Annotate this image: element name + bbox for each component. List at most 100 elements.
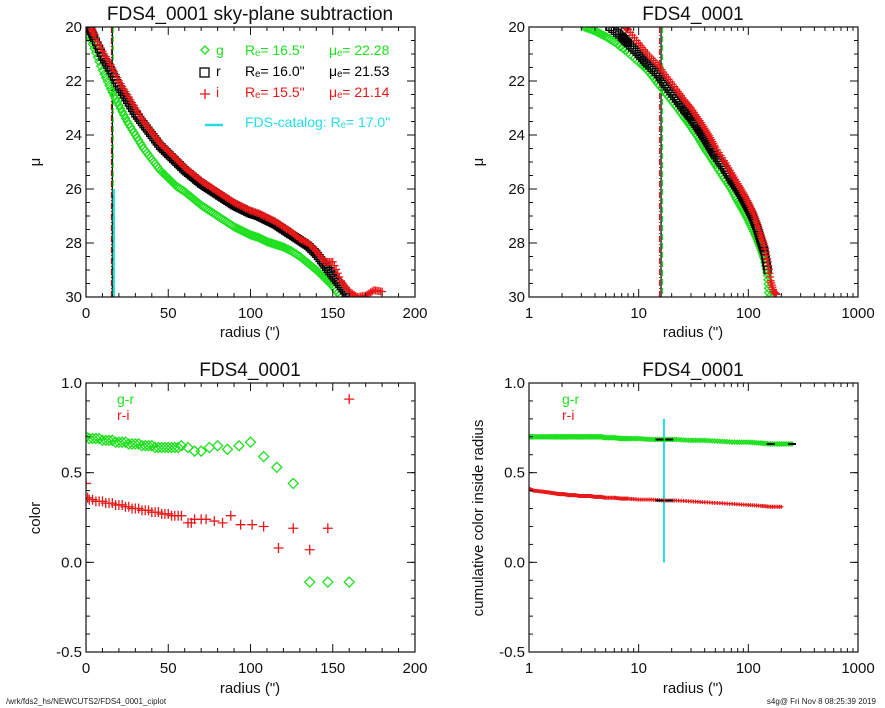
legend-band: r bbox=[216, 63, 221, 79]
plot-area bbox=[86, 27, 387, 297]
x-tick-label: 0 bbox=[82, 660, 90, 677]
y-tick-label: 22 bbox=[65, 73, 82, 90]
data-point-g bbox=[263, 237, 274, 248]
legend-mue: μₑ= 22.28 bbox=[329, 42, 390, 58]
legend-g-r: g-r bbox=[117, 391, 134, 407]
x-tick-label: 200 bbox=[402, 305, 427, 322]
data-point-g bbox=[266, 238, 277, 249]
data-point-i bbox=[709, 139, 718, 148]
data-point-g bbox=[268, 238, 279, 249]
data-point-g-r bbox=[244, 436, 257, 449]
legend-re: Rₑ= 15.5" bbox=[245, 84, 305, 100]
data-point-g bbox=[110, 93, 121, 104]
x-tick-label: 1 bbox=[525, 660, 533, 677]
data-point-i bbox=[747, 206, 756, 215]
data-point-g-r bbox=[257, 450, 270, 463]
data-point-i bbox=[747, 204, 756, 213]
data-point-g bbox=[250, 231, 261, 242]
data-point-g bbox=[112, 97, 123, 107]
chart-title: FDS4_0001 bbox=[642, 4, 743, 25]
data-point-r-i bbox=[235, 519, 246, 530]
data-point-i bbox=[328, 257, 337, 266]
data-point-g bbox=[120, 113, 131, 124]
legend-g-r: g-r bbox=[562, 391, 579, 407]
data-point-i bbox=[332, 265, 341, 274]
data-point-r-i bbox=[209, 516, 220, 527]
data-point-g-r bbox=[175, 439, 188, 452]
data-point-g-r bbox=[195, 445, 208, 458]
x-axis-label: radius (") bbox=[663, 324, 723, 341]
data-point-g-r bbox=[119, 436, 132, 449]
data-point-g bbox=[89, 43, 100, 54]
data-point-g-r bbox=[103, 434, 115, 447]
y-axis-label: μ bbox=[27, 158, 44, 167]
x-tick-label: 1000 bbox=[841, 305, 874, 322]
data-point-g-r bbox=[233, 439, 245, 452]
data-point-g bbox=[270, 239, 281, 250]
plot-frame bbox=[528, 26, 859, 298]
footer-timestamp: s4g@ Fri Nov 8 08:25:39 2019 bbox=[767, 697, 877, 706]
legend: g Rₑ= 16.5" μₑ= 22.28 r Rₑ= 16.0" μₑ= 21… bbox=[199, 42, 390, 130]
data-point-g-r bbox=[303, 576, 316, 588]
legend-re: Rₑ= 16.5" bbox=[245, 42, 305, 58]
x-tick-label: 50 bbox=[160, 660, 177, 677]
y-tick-label: 24 bbox=[65, 127, 82, 144]
data-point-g-r bbox=[106, 434, 119, 447]
x-tick-label: 100 bbox=[238, 660, 263, 677]
y-axis-label: color bbox=[27, 502, 44, 535]
data-point-g bbox=[273, 240, 284, 251]
diamond-symbol-icon bbox=[200, 45, 210, 55]
data-point-i bbox=[710, 141, 719, 150]
legend-mue: μₑ= 21.53 bbox=[329, 63, 390, 79]
y-tick-label: 20 bbox=[508, 19, 525, 36]
legend-band: i bbox=[216, 84, 219, 100]
series-g bbox=[86, 27, 346, 297]
data-point-g bbox=[107, 87, 118, 98]
data-point-i bbox=[746, 202, 755, 211]
data-point-r-i bbox=[258, 521, 269, 532]
data-point-g-r bbox=[287, 477, 300, 490]
data-point-g bbox=[262, 236, 272, 247]
y-tick-label: 28 bbox=[65, 235, 82, 252]
x-tick-label: 150 bbox=[320, 660, 345, 677]
x-tick-label: 50 bbox=[160, 305, 177, 322]
data-point-g bbox=[248, 231, 259, 241]
legend-entry-r: r Rₑ= 16.0" μₑ= 21.53 bbox=[199, 63, 390, 79]
y-tick-label: 1.0 bbox=[61, 375, 82, 392]
data-point-g-r bbox=[221, 443, 234, 456]
plot-area bbox=[529, 418, 796, 563]
data-point-g-r bbox=[211, 439, 224, 452]
data-point-r-i bbox=[217, 517, 228, 528]
data-point-g bbox=[105, 84, 116, 95]
x-tick-label: 100 bbox=[238, 305, 263, 322]
data-point-g bbox=[118, 110, 129, 120]
panel-sb-log: FDS4_0001 radius (") μ 1 10 100 1000 20 22 24 2… bbox=[470, 4, 875, 341]
series-i bbox=[620, 27, 781, 297]
plot-frame bbox=[85, 382, 416, 653]
data-point-g-r bbox=[343, 576, 356, 588]
y-tick-label: 0.5 bbox=[504, 465, 525, 482]
data-point-r-i bbox=[344, 394, 355, 405]
data-point-r-i bbox=[86, 492, 93, 503]
y-axis-label: cumulative color inside radius bbox=[470, 420, 487, 617]
data-point-g bbox=[87, 39, 98, 50]
data-point-g-r bbox=[162, 441, 175, 454]
x-tick-label: 10 bbox=[630, 305, 647, 322]
data-point-i bbox=[89, 29, 98, 38]
data-point-i bbox=[706, 133, 715, 142]
data-point-g-r bbox=[116, 436, 129, 449]
y-tick-label: 22 bbox=[508, 73, 525, 90]
x-tick-label: 100 bbox=[736, 305, 761, 322]
data-point-g-r bbox=[182, 441, 194, 454]
y-tick-label: 30 bbox=[65, 289, 82, 306]
series-i bbox=[86, 27, 387, 297]
data-point-g bbox=[265, 237, 276, 248]
data-point-g bbox=[245, 229, 256, 240]
data-point-r-i bbox=[322, 523, 333, 534]
chart-title: FDS4_0001 bbox=[642, 360, 743, 381]
data-point-g-r bbox=[129, 438, 142, 450]
data-point-g-r bbox=[132, 438, 145, 450]
chart-title: FDS4_0001 bbox=[199, 360, 300, 381]
data-point-g-r bbox=[159, 441, 171, 454]
